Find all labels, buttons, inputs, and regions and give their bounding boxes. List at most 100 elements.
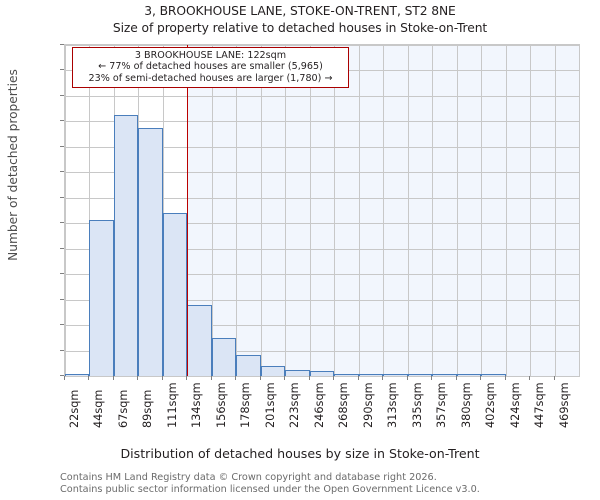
x-axis-tick-mark	[137, 376, 139, 380]
x-axis-title: Distribution of detached houses by size …	[120, 446, 480, 461]
y-axis-tick-mark	[60, 196, 64, 198]
histogram-bar	[187, 305, 212, 376]
gridline-horizontal	[65, 197, 579, 199]
x-axis-tick-label: 380sqm	[459, 382, 473, 428]
histogram-bar	[236, 355, 261, 376]
y-axis-tick-mark	[60, 145, 64, 147]
annotation-larger-stat: 23% of semi-detached houses are larger (…	[88, 72, 333, 84]
gridline-vertical	[530, 45, 532, 376]
histogram-bar	[211, 338, 237, 376]
plot-inner	[65, 45, 579, 376]
gridline-horizontal	[65, 121, 579, 123]
x-axis-tick-label: 178sqm	[239, 382, 253, 428]
gridline-vertical	[65, 45, 66, 376]
y-axis-tick-mark	[60, 69, 64, 71]
x-axis-tick-label: 290sqm	[361, 382, 375, 428]
x-axis-tick-label: 89sqm	[141, 389, 155, 428]
gridline-vertical	[505, 45, 507, 376]
histogram-bar	[89, 220, 114, 376]
x-axis-tick-mark	[235, 376, 237, 380]
histogram-bar	[113, 115, 139, 376]
y-axis-tick-mark	[60, 94, 64, 96]
x-axis-tick-label: 246sqm	[312, 382, 326, 428]
gridline-vertical	[554, 45, 556, 376]
y-axis-tick-mark	[60, 247, 64, 249]
histogram-bar	[407, 374, 433, 376]
x-axis-tick-mark	[210, 376, 212, 380]
x-axis-tick-mark	[382, 376, 384, 380]
y-axis-title: Number of detached properties	[6, 69, 20, 261]
x-axis-tick-mark	[480, 376, 482, 380]
x-axis-tick-label: 44sqm	[92, 389, 106, 428]
gridline-vertical	[456, 45, 458, 376]
x-axis-tick-label: 67sqm	[116, 389, 130, 428]
histogram-bar	[432, 374, 457, 376]
x-axis-tick-label: 268sqm	[337, 382, 351, 428]
gridline-vertical	[481, 45, 483, 376]
footer-attribution: Contains HM Land Registry data © Crown c…	[60, 472, 590, 495]
x-axis-tick-mark	[553, 376, 555, 380]
histogram-bar	[65, 373, 90, 376]
y-axis-tick-mark	[60, 349, 64, 351]
x-axis-tick-mark	[112, 376, 114, 380]
x-axis-tick-mark	[333, 376, 335, 380]
y-axis-tick-mark	[60, 222, 64, 224]
x-axis-tick-mark	[406, 376, 408, 380]
page-title: 3, BROOKHOUSE LANE, STOKE-ON-TRENT, ST2 …	[144, 4, 456, 18]
gridline-horizontal	[65, 248, 579, 250]
y-axis-tick-mark	[60, 298, 64, 300]
gridline-horizontal	[65, 325, 579, 327]
x-axis-tick-mark	[431, 376, 433, 380]
property-size-marker-line	[186, 45, 189, 376]
x-axis-tick-label: 357sqm	[435, 382, 449, 428]
x-axis-tick-label: 469sqm	[557, 382, 571, 428]
histogram-bar	[138, 128, 163, 376]
chart-subtitle: Size of property relative to detached ho…	[112, 21, 488, 35]
x-axis-tick-mark	[529, 376, 531, 380]
x-axis-tick-label: 447sqm	[533, 382, 547, 428]
x-axis-tick-label: 402sqm	[484, 382, 498, 428]
gridline-horizontal	[65, 274, 579, 276]
gridline-vertical	[236, 45, 238, 376]
histogram-bar	[309, 371, 335, 376]
x-axis-tick-mark	[284, 376, 286, 380]
x-axis-tick-label: 156sqm	[214, 382, 228, 428]
y-axis-tick-mark	[60, 375, 64, 376]
gridline-vertical	[285, 45, 287, 376]
footer-line-1: Contains HM Land Registry data © Crown c…	[60, 472, 437, 483]
gridline-horizontal	[65, 350, 579, 352]
histogram-bar	[285, 369, 310, 376]
x-axis-tick-mark	[259, 376, 261, 380]
plot-area	[64, 44, 580, 377]
x-axis-tick-label: 201sqm	[263, 382, 277, 428]
histogram-bar	[260, 366, 286, 376]
gridline-vertical	[383, 45, 385, 376]
larger-properties-shaded-region	[186, 45, 579, 376]
gridline-vertical	[358, 45, 360, 376]
y-axis-tick-mark	[60, 44, 64, 45]
gridline-vertical	[432, 45, 434, 376]
property-annotation-box: 3 BROOKHOUSE LANE: 122sqm ← 77% of detac…	[72, 47, 349, 89]
histogram-bar	[456, 374, 482, 376]
annotation-property-size: 3 BROOKHOUSE LANE: 122sqm	[134, 50, 287, 61]
gridline-horizontal	[65, 172, 579, 174]
x-axis-tick-label: 223sqm	[288, 382, 302, 428]
gridline-vertical	[334, 45, 336, 376]
histogram-bar	[162, 213, 188, 376]
histogram-bar	[383, 374, 408, 376]
x-axis-tick-label: 424sqm	[508, 382, 522, 428]
x-axis-tick-mark	[161, 376, 163, 380]
x-axis-tick-label: 134sqm	[190, 382, 204, 428]
gridline-horizontal	[65, 146, 579, 148]
gridline-horizontal	[65, 45, 579, 46]
footer-line-2: Contains public sector information licen…	[60, 483, 480, 495]
x-axis-tick-mark	[308, 376, 310, 380]
x-axis-tick-label: 111sqm	[165, 382, 179, 428]
gridline-horizontal	[65, 299, 579, 301]
histogram-bar	[334, 374, 359, 376]
x-axis-tick-mark	[88, 376, 90, 380]
x-axis-tick-mark	[64, 376, 65, 380]
gridline-vertical	[162, 45, 164, 376]
x-axis-tick-label: 335sqm	[410, 382, 424, 428]
